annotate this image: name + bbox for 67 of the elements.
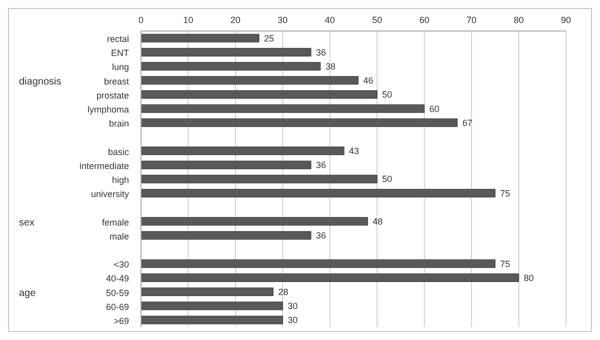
x-tick-label: 80 — [514, 15, 524, 25]
bar — [141, 217, 368, 226]
x-tick-label: 10 — [183, 15, 194, 25]
text: sex — [19, 217, 35, 228]
bar — [141, 146, 344, 156]
bar — [141, 302, 283, 310]
bar — [141, 273, 520, 282]
data-label: 38 — [325, 61, 336, 72]
bar — [141, 160, 312, 170]
x-tick-label: 50 — [372, 15, 382, 25]
text: diagnosis — [19, 76, 62, 88]
x-tick-label: 20 — [230, 15, 240, 25]
y-tick-label: 50-59 — [106, 288, 129, 298]
data-label: 75 — [500, 188, 510, 198]
x-tick-label: 30 — [278, 15, 288, 25]
data-label: 67 — [462, 118, 472, 128]
bar — [141, 174, 378, 184]
data-label: 50 — [382, 174, 392, 184]
bar — [141, 288, 274, 296]
bar — [141, 231, 312, 240]
y-tick-label: lung — [112, 62, 129, 72]
bar — [141, 48, 312, 56]
bar — [141, 90, 378, 99]
data-label: 36 — [316, 47, 326, 58]
y-tick-label: prostate — [96, 90, 129, 100]
data-label: 75 — [500, 258, 510, 269]
bar — [141, 62, 321, 71]
data-label: 30 — [288, 315, 298, 326]
y-tick-label: intermediate — [79, 160, 129, 171]
y-tick-label: high — [112, 175, 129, 185]
bar — [141, 188, 496, 198]
y-tick-label: 40-49 — [106, 274, 129, 284]
data-label: 80 — [524, 272, 534, 283]
bar — [141, 259, 496, 268]
data-label: 36 — [316, 230, 326, 241]
x-tick-label: 0 — [138, 15, 144, 25]
data-label: 48 — [372, 216, 383, 227]
data-label: 46 — [363, 76, 374, 86]
data-label: 30 — [288, 301, 298, 312]
bar — [141, 316, 283, 324]
data-label: 43 — [349, 146, 360, 156]
data-label: 36 — [316, 160, 326, 170]
bar — [141, 34, 260, 42]
x-tick-label: 90 — [560, 15, 572, 25]
y-tick-label: lymphoma — [87, 104, 129, 115]
data-label: 28 — [278, 287, 288, 298]
y-tick-label: university — [90, 189, 130, 200]
x-tick-label: 60 — [419, 15, 430, 25]
y-tick-label: rectal — [106, 34, 129, 44]
x-tick-label: 40 — [324, 15, 335, 25]
data-label: 60 — [429, 104, 440, 114]
bar — [141, 118, 458, 127]
y-tick-label: breast — [104, 76, 130, 86]
y-tick-label: female — [102, 217, 129, 228]
y-tick-label: 60-69 — [106, 302, 129, 312]
y-tick-label: >69 — [114, 316, 129, 326]
y-tick-label: brain — [108, 118, 129, 129]
data-label: 50 — [382, 90, 392, 100]
y-tick-label: <30 — [114, 260, 129, 270]
text: age — [19, 288, 36, 299]
y-tick-label: ENT — [111, 48, 130, 58]
data-label: 25 — [264, 33, 274, 44]
x-tick-label: 70 — [466, 15, 477, 25]
bar — [141, 76, 358, 85]
y-tick-label: basic — [108, 146, 130, 157]
bar — [141, 104, 425, 113]
y-tick-label: male — [109, 231, 129, 242]
